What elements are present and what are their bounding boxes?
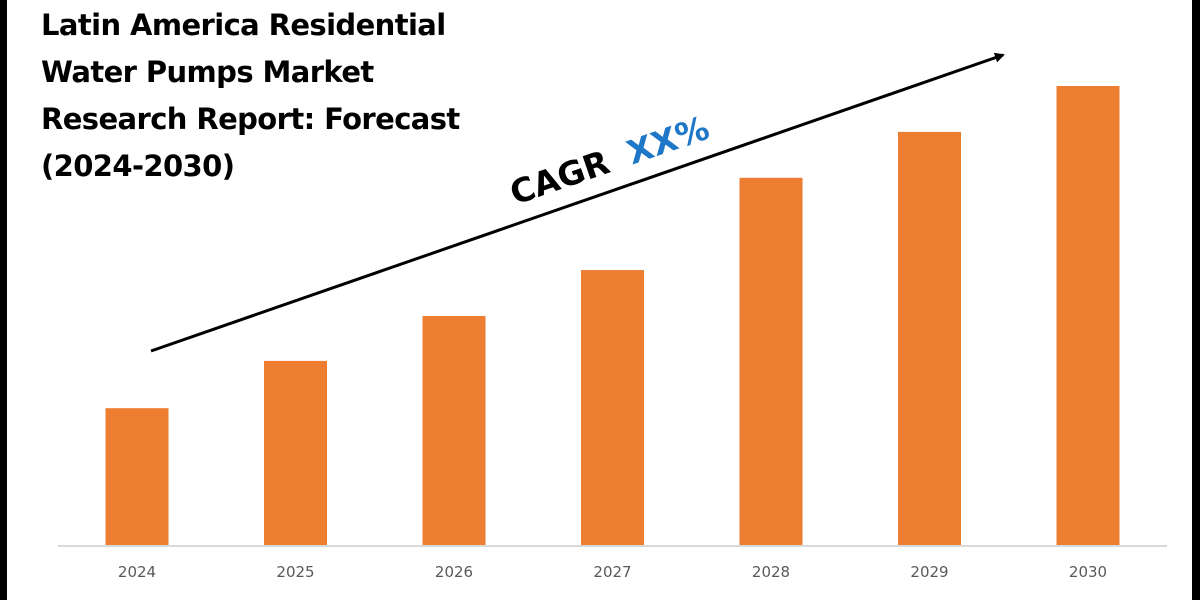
bar-2029 [898, 131, 961, 545]
x-tick-label-2024: 2024 [118, 563, 156, 581]
bars-group [105, 86, 1120, 546]
bar-2026 [422, 316, 486, 545]
title-line: Research Report: Forecast [41, 102, 460, 136]
cagr-prefix: CAGR [505, 142, 614, 212]
x-tick-label-2026: 2026 [435, 563, 473, 581]
right-border [1192, 0, 1200, 600]
bar-2028 [739, 177, 803, 546]
left-border [0, 0, 7, 600]
chart-title: Latin America Residential Water Pumps Ma… [41, 2, 481, 190]
bar-2030 [1056, 86, 1120, 545]
bar-2027 [581, 270, 644, 545]
trend-arrow [150, 52, 1005, 353]
x-tick-label-2025: 2025 [276, 563, 314, 581]
bar-2024 [105, 408, 169, 545]
title-line: (2024-2030) [41, 149, 235, 183]
title-line: Latin America Residential [41, 8, 446, 42]
title-line: Water Pumps Market [41, 55, 374, 89]
x-tick-label-2030: 2030 [1069, 563, 1107, 581]
x-tick-label-2029: 2029 [910, 563, 948, 581]
bar-2025 [264, 360, 327, 545]
cagr-value: XX% [622, 108, 714, 172]
cagr-annotation: CAGR XX% [505, 108, 714, 213]
x-tick-labels: 2024 2025 2026 2027 2028 2029 2030 [118, 563, 1107, 581]
x-tick-label-2027: 2027 [593, 563, 631, 581]
x-tick-label-2028: 2028 [752, 563, 790, 581]
